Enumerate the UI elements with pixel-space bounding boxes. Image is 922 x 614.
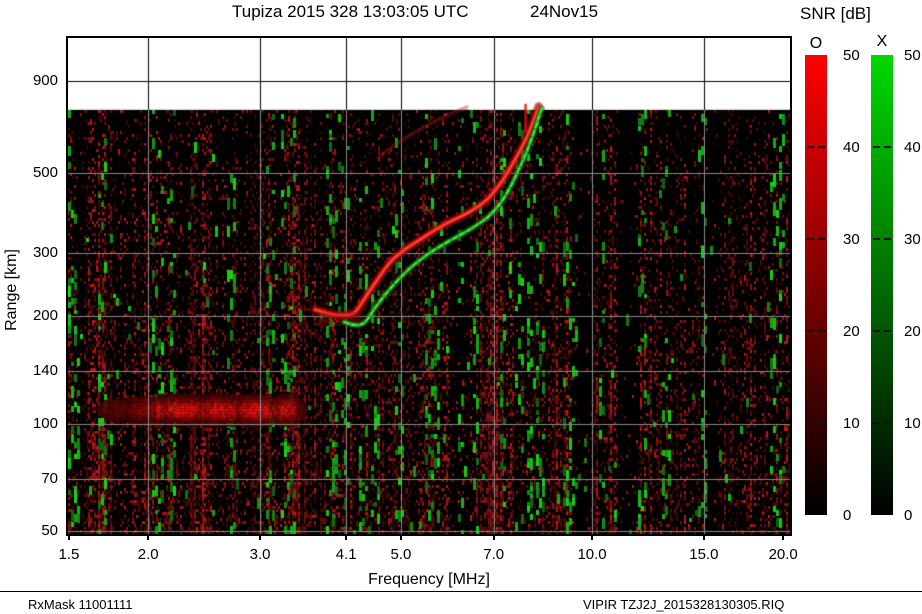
colorbar-tick-dash (818, 422, 825, 424)
colorbar-tick-dash (807, 146, 814, 148)
colorbar-tick-label: 50 (904, 47, 921, 64)
x-axis-tick-mark (702, 536, 705, 540)
x-axis-tick-mark (399, 536, 402, 540)
colorbar-tick-label: 0 (904, 507, 913, 524)
footer-left: RxMask 11001111 (28, 597, 133, 612)
y-axis-tick-label: 900 (32, 72, 58, 90)
x-axis-tick-mark (259, 536, 262, 540)
x-bar-label: X (876, 33, 888, 50)
colorbar-tick-label: 20 (904, 323, 921, 340)
x-axis-tick-label: 15.0 (689, 546, 719, 563)
y-axis-tick-label: 70 (41, 470, 58, 488)
y-axis-tick-label: 100 (32, 414, 58, 432)
colorbar-tick-dash (807, 422, 814, 424)
x-axis-tick-label: 5.0 (390, 546, 412, 563)
x-axis-tick-label: 7.0 (483, 546, 505, 563)
plot-title: Tupiza 2015 328 13:03:05 UTC (232, 2, 469, 21)
colorbar-tick-dash (884, 146, 891, 148)
x-axis-tick-label: 1.5 (58, 546, 80, 563)
plot-frame (66, 36, 792, 536)
snr-title: SNR [dB] (800, 4, 871, 23)
colorbar-tick-dash (818, 238, 825, 240)
colorbar-tick-label: 30 (904, 231, 921, 248)
o-bar-label: O (809, 35, 823, 52)
o-colorbar (805, 55, 827, 515)
colorbar-tick-label: 10 (843, 415, 860, 432)
y-axis-title: Range [km] (3, 249, 20, 331)
y-axis-tick-label: 50 (41, 522, 58, 540)
colorbar-tick-label: 40 (904, 139, 921, 156)
colorbar-tick-dash (884, 238, 891, 240)
colorbar-tick-dash (884, 422, 891, 424)
x-colorbar (871, 55, 893, 515)
y-axis-tick-label: 200 (32, 306, 58, 324)
x-axis-tick-label: 3.0 (249, 546, 271, 563)
colorbar-tick-dash (818, 330, 825, 332)
x-axis-tick-mark (67, 536, 70, 540)
colorbar-tick-dash (873, 330, 880, 332)
plot-date: 24Nov15 (530, 2, 599, 21)
colorbar-tick-dash (818, 146, 825, 148)
colorbar-tick-label: 20 (843, 323, 860, 340)
colorbar-tick-label: 10 (904, 415, 921, 432)
colorbar-tick-dash (807, 238, 814, 240)
x-axis-tick-mark (147, 536, 150, 540)
y-axis-tick-label: 140 (32, 362, 58, 380)
footer-right: VIPIR TZJ2J_2015328130305.RIQ (583, 597, 785, 612)
y-axis-tick-label: 500 (32, 163, 58, 181)
colorbar-tick-dash (873, 146, 880, 148)
x-axis-tick-label: 20.0 (768, 546, 798, 563)
x-axis-tick-label: 4.1 (335, 546, 357, 563)
colorbar-tick-dash (807, 330, 814, 332)
x-axis-title: Frequency [MHz] (368, 571, 490, 588)
x-axis-tick-mark (492, 536, 495, 540)
x-axis-tick-label: 10.0 (577, 546, 607, 563)
colorbar-tick-label: 50 (843, 47, 860, 64)
colorbar-tick-dash (873, 422, 880, 424)
colorbar-tick-label: 0 (843, 507, 852, 524)
x-axis-tick-mark (345, 536, 348, 540)
colorbar-tick-dash (873, 238, 880, 240)
x-axis-tick-mark (782, 536, 785, 540)
colorbar-tick-label: 40 (843, 139, 860, 156)
ionogram-canvas (68, 38, 790, 534)
y-axis-tick-label: 300 (32, 243, 58, 261)
colorbar-tick-dash (884, 330, 891, 332)
colorbar-tick-label: 30 (843, 231, 860, 248)
x-axis-tick-label: 2.0 (137, 546, 159, 563)
footer-divider (0, 591, 922, 592)
x-axis-tick-mark (591, 536, 594, 540)
